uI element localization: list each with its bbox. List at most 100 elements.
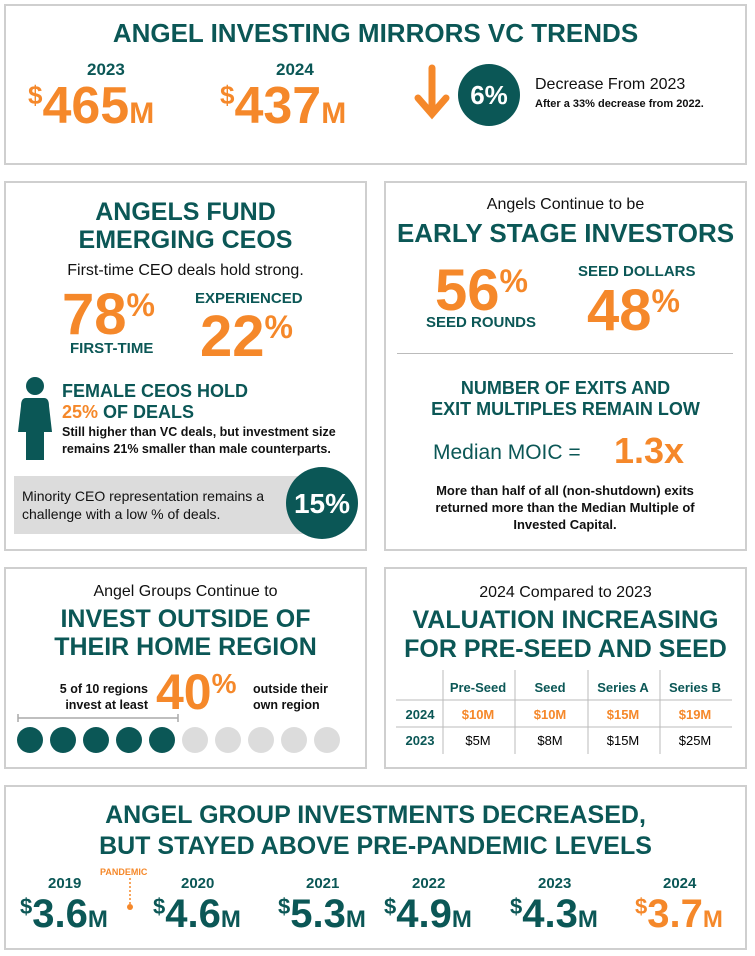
subtitle: EXIT MULTIPLES REMAIN LOW [431, 399, 700, 419]
year: 2020 [181, 875, 215, 892]
amount: $465M [28, 80, 154, 132]
currency: $ [510, 894, 523, 919]
kicker: 2024 Compared to 2023 [479, 584, 652, 601]
change-label: Decrease From 2023 [535, 76, 686, 93]
stat-number: 48 [587, 278, 652, 343]
panel [384, 567, 747, 769]
stat-number: 22 [200, 304, 265, 369]
amount-number: 4.9 [396, 892, 452, 936]
currency: $ [153, 894, 166, 919]
stat-sign: % [264, 309, 293, 345]
year: 2024 [663, 875, 697, 892]
title: BUT STAYED ABOVE PRE-PANDEMIC LEVELS [99, 832, 652, 860]
body-text: 5 of 10 regions invest at least [59, 682, 148, 712]
stat-sign: % [651, 283, 680, 319]
panel [384, 181, 747, 551]
badge-text: 6% [470, 80, 508, 110]
annotation-marker [127, 878, 133, 910]
stat-label: SEED DOLLARS [578, 263, 696, 280]
amount-number: 3.7 [647, 892, 703, 936]
panel [4, 785, 747, 950]
annotation: PANDEMIC [100, 867, 148, 877]
table-cell: $25M [678, 733, 712, 748]
change-note: After a 33% decrease from 2022. [535, 98, 704, 110]
stat: 22% [200, 308, 293, 366]
badge [286, 467, 358, 539]
currency: $ [635, 894, 648, 919]
row-header: 2023 [405, 733, 435, 748]
panel [4, 181, 367, 551]
column-header: Pre-Seed [449, 680, 507, 695]
table-cell: $5M [465, 733, 491, 748]
stat-label: FIRST-TIME [70, 340, 154, 357]
table-cell: $10M [461, 707, 495, 722]
stat-label: SEED ROUNDS [426, 314, 537, 331]
amount-number: 4.6 [165, 892, 221, 936]
title: ANGELS FUND [95, 198, 276, 226]
region-dots [17, 714, 340, 753]
title: VALUATION INCREASING [412, 606, 719, 634]
unit: M [87, 906, 108, 933]
stat: 40% [156, 667, 237, 717]
year: 2024 [276, 60, 314, 79]
arrow-down [414, 64, 450, 120]
divider [397, 353, 733, 354]
currency: $ [278, 894, 291, 919]
amount-number: 465 [42, 77, 130, 135]
kicker: Angel Groups Continue to [93, 583, 278, 600]
table-cell: $8M [537, 733, 563, 748]
currency: $ [20, 894, 33, 919]
moic-label: Median MOIC = [433, 441, 581, 464]
unit: M [577, 906, 598, 933]
title: INVEST OUTSIDE OF [60, 605, 311, 633]
subtitle: NUMBER OF EXITS AND [460, 378, 671, 398]
title: ANGEL GROUP INVESTMENTS DECREASED, [105, 801, 646, 829]
currency: $ [28, 80, 43, 110]
stat-number: 56 [435, 258, 500, 323]
highlight: 25% [62, 402, 99, 422]
amount: $3.7M [635, 894, 723, 934]
column-header: Series B [668, 680, 722, 695]
amount: $437M [220, 80, 346, 132]
stat-sign: % [499, 263, 528, 299]
amount-number: 5.3 [290, 892, 346, 936]
table-cell: $10M [533, 707, 567, 722]
body-text: Still higher than VC deals, but investme… [62, 425, 336, 456]
heading: FEMALE CEOS HOLD [62, 381, 249, 401]
stat-number: 40 [156, 664, 212, 720]
unit: M [345, 906, 366, 933]
title: EARLY STAGE INVESTORS [396, 218, 735, 248]
unit: M [702, 906, 723, 933]
table-lines [396, 670, 732, 754]
amount: $4.3M [510, 894, 598, 934]
amount-number: 437 [234, 77, 322, 135]
amount-number: 3.6 [32, 892, 88, 936]
note-box [14, 476, 334, 534]
stat: 56% [435, 262, 528, 320]
year: 2023 [538, 875, 572, 892]
unit: M [451, 906, 472, 933]
stat-label: EXPERIENCED [195, 290, 303, 307]
panel [4, 4, 747, 165]
stat: 78% [62, 286, 155, 344]
row-header: 2024 [405, 707, 435, 722]
note-text: Minority CEO representation remains a ch… [22, 488, 264, 522]
highlight-rest: OF DEALS [103, 402, 195, 422]
badge [458, 64, 520, 126]
amount: $5.3M [278, 894, 366, 934]
column-header: Series A [597, 680, 649, 695]
stat-sign: % [211, 668, 237, 699]
year: 2021 [306, 875, 340, 892]
year: 2022 [412, 875, 446, 892]
currency: $ [384, 894, 397, 919]
title: THEIR HOME REGION [54, 633, 317, 661]
title: EMERGING CEOS [78, 226, 293, 254]
panel [4, 567, 367, 769]
body-text: More than half of all (non-shutdown) exi… [435, 483, 695, 532]
unit: M [321, 97, 347, 130]
unit: M [129, 97, 155, 130]
table-cell: $15M [606, 707, 640, 722]
table-cell: $15M [606, 733, 640, 748]
amount: $4.6M [153, 894, 241, 934]
